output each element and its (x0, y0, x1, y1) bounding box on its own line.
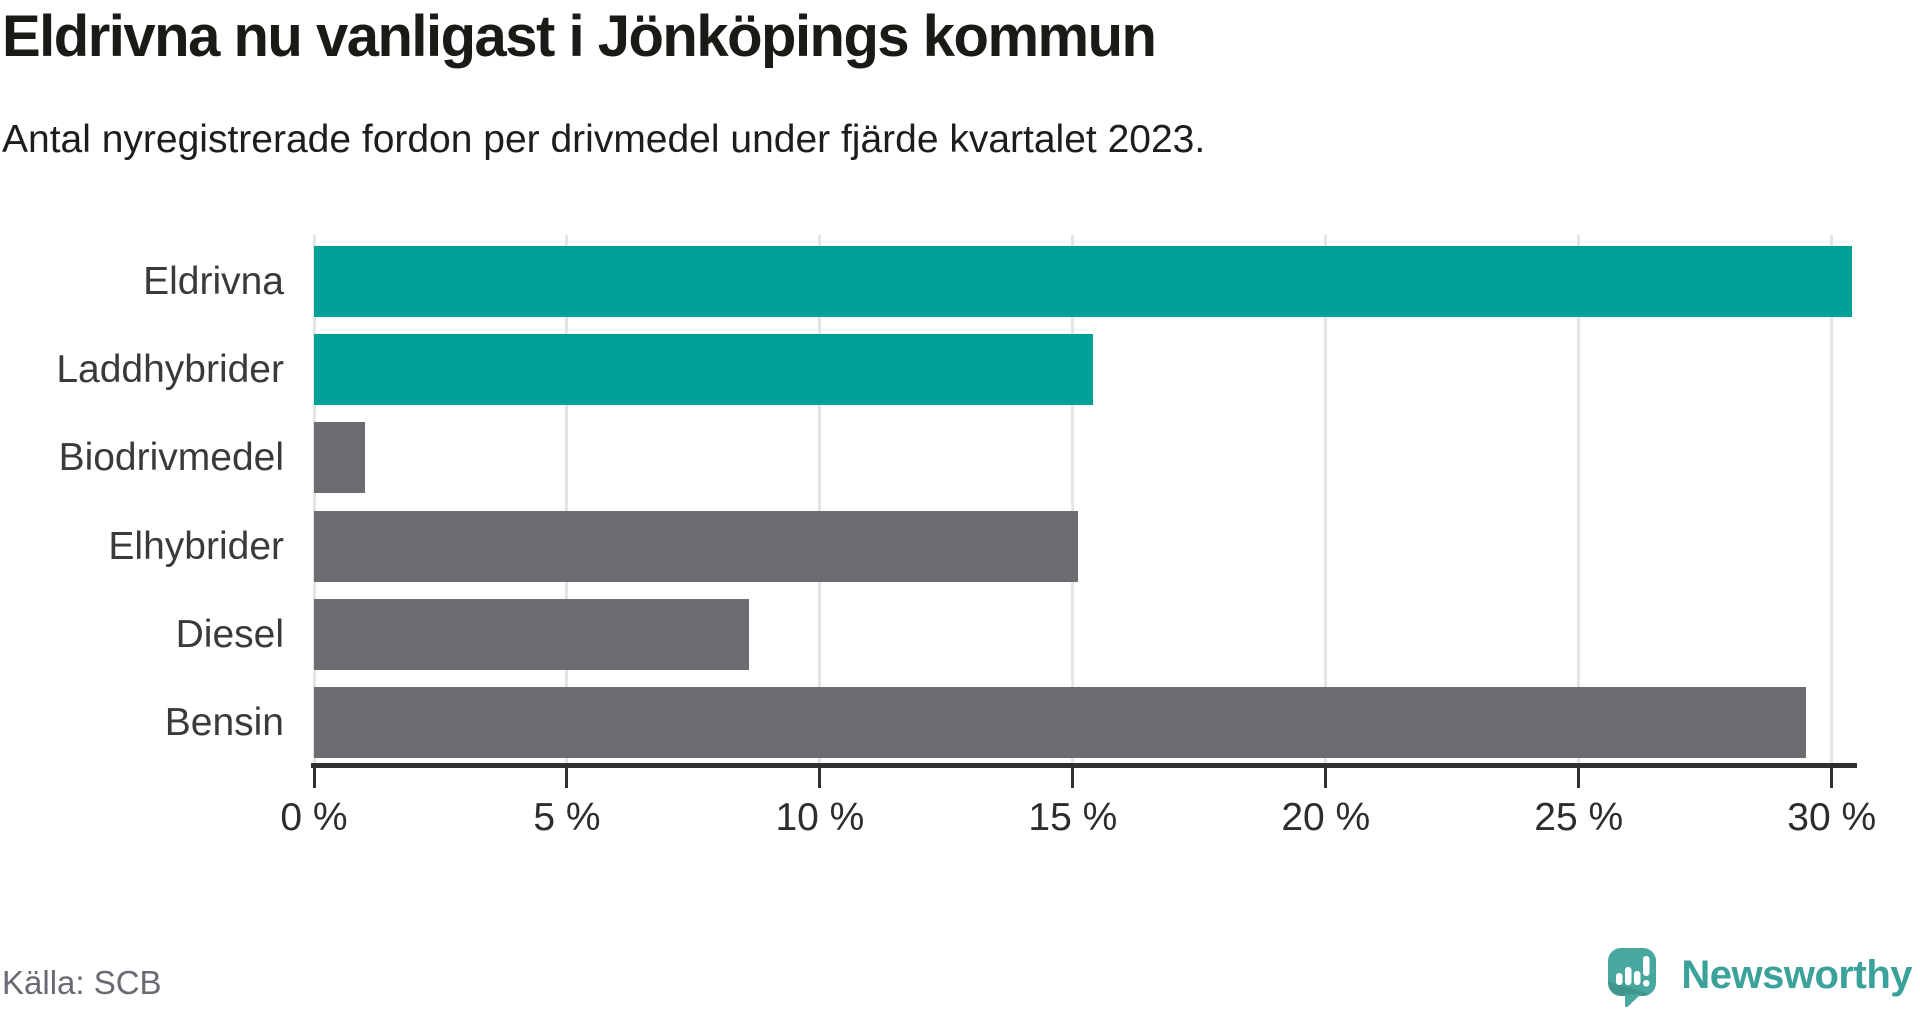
chart-subtitle: Antal nyregistrerade fordon per drivmede… (2, 118, 1206, 161)
category-label: Bensin (164, 701, 284, 744)
gridline (1071, 235, 1075, 763)
x-axis-tick-label: 30 % (1787, 796, 1877, 839)
x-axis-tick-label: 10 % (775, 796, 865, 839)
category-label: Laddhybrider (56, 348, 284, 392)
gridline (565, 235, 569, 763)
chart-title: Eldrivna nu vanligast i Jönköpings kommu… (2, 4, 1157, 69)
category-label: Biodrivmedel (58, 436, 284, 480)
bar-elhybrider (314, 510, 1078, 582)
x-axis-tick (312, 768, 316, 788)
x-axis-tick (1830, 768, 1834, 788)
category-label: Diesel (175, 612, 284, 656)
gridline (1830, 235, 1834, 763)
gridline (1324, 235, 1328, 763)
gridline (1577, 235, 1581, 763)
newsworthy-logo: Newsworthy (1607, 942, 1912, 1008)
x-axis-tick (565, 768, 569, 788)
x-axis-tick-label: 20 % (1281, 796, 1371, 839)
brand-name: Newsworthy (1681, 952, 1912, 997)
x-axis-tick (1324, 768, 1328, 788)
x-axis-tick-label: 5 % (533, 796, 601, 839)
category-label: Eldrivna (143, 260, 284, 303)
x-axis-tick-label: 25 % (1534, 796, 1624, 839)
source-note: Källa: SCB (2, 964, 162, 1001)
gridline (818, 235, 822, 763)
x-axis-tick (1577, 768, 1581, 788)
x-axis-tick (1071, 768, 1075, 788)
bar-laddhybrider (314, 334, 1094, 406)
gridline (312, 235, 316, 763)
bar-biodrivmedel (314, 422, 365, 494)
x-axis-tick-label: 0 % (280, 796, 348, 839)
bar-eldrivna (314, 246, 1852, 317)
x-axis-tick (818, 768, 822, 788)
x-axis-line (311, 763, 1857, 768)
bar-bensin (314, 687, 1807, 758)
x-axis-tick-label: 15 % (1028, 796, 1118, 839)
bar-diesel (314, 598, 750, 670)
category-label: Elhybrider (108, 524, 284, 568)
newsworthy-speech-bubble-icon (1608, 948, 1657, 1008)
